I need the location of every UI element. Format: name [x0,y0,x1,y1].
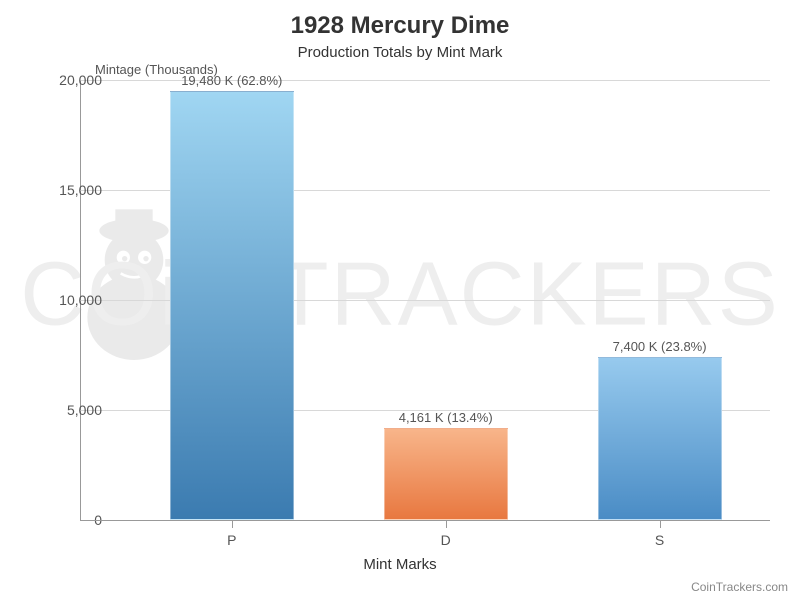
x-tick [660,520,661,528]
bar-D[interactable] [384,428,508,520]
y-tick-label: 15,000 [42,182,102,198]
attribution-text: CoinTrackers.com [691,580,788,594]
x-axis-line [80,520,770,521]
bar-label-D: 4,161 K (13.4%) [399,410,493,425]
x-tick-label-D: D [441,532,451,548]
y-tick-label: 5,000 [42,402,102,418]
chart-subtitle: Production Totals by Mint Mark [0,44,800,61]
x-tick-label-P: P [227,532,236,548]
bar-label-S: 7,400 K (23.8%) [613,339,707,354]
x-axis-title: Mint Marks [363,556,436,573]
plot-area [80,80,770,520]
x-tick-label-S: S [655,532,664,548]
y-tick-label: 20,000 [42,72,102,88]
bar-label-P: 19,480 K (62.8%) [181,73,282,88]
bar-S[interactable] [598,357,722,520]
bar-P[interactable] [170,91,294,520]
y-tick-label: 10,000 [42,292,102,308]
x-tick [446,520,447,528]
chart-container: COiN TRACKERS 1928 Mercury Dime Producti… [0,0,800,600]
x-tick [232,520,233,528]
chart-title: 1928 Mercury Dime [0,0,800,40]
